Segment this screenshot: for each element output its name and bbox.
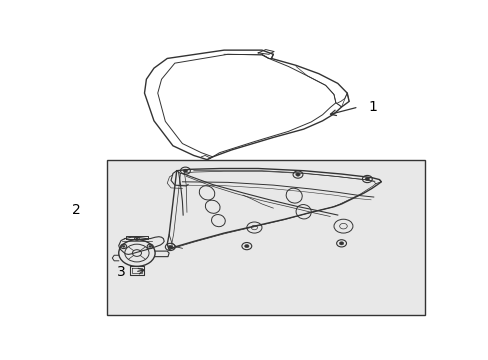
Circle shape xyxy=(168,245,172,248)
Circle shape xyxy=(148,246,151,247)
Circle shape xyxy=(244,244,248,248)
Text: 1: 1 xyxy=(367,100,376,114)
Circle shape xyxy=(136,238,138,239)
Bar xyxy=(106,159,424,315)
Circle shape xyxy=(339,242,343,245)
Text: 2: 2 xyxy=(72,203,81,216)
Circle shape xyxy=(295,173,300,176)
Circle shape xyxy=(122,246,125,247)
Circle shape xyxy=(365,177,369,181)
Text: 3: 3 xyxy=(117,265,125,279)
Circle shape xyxy=(183,169,187,172)
